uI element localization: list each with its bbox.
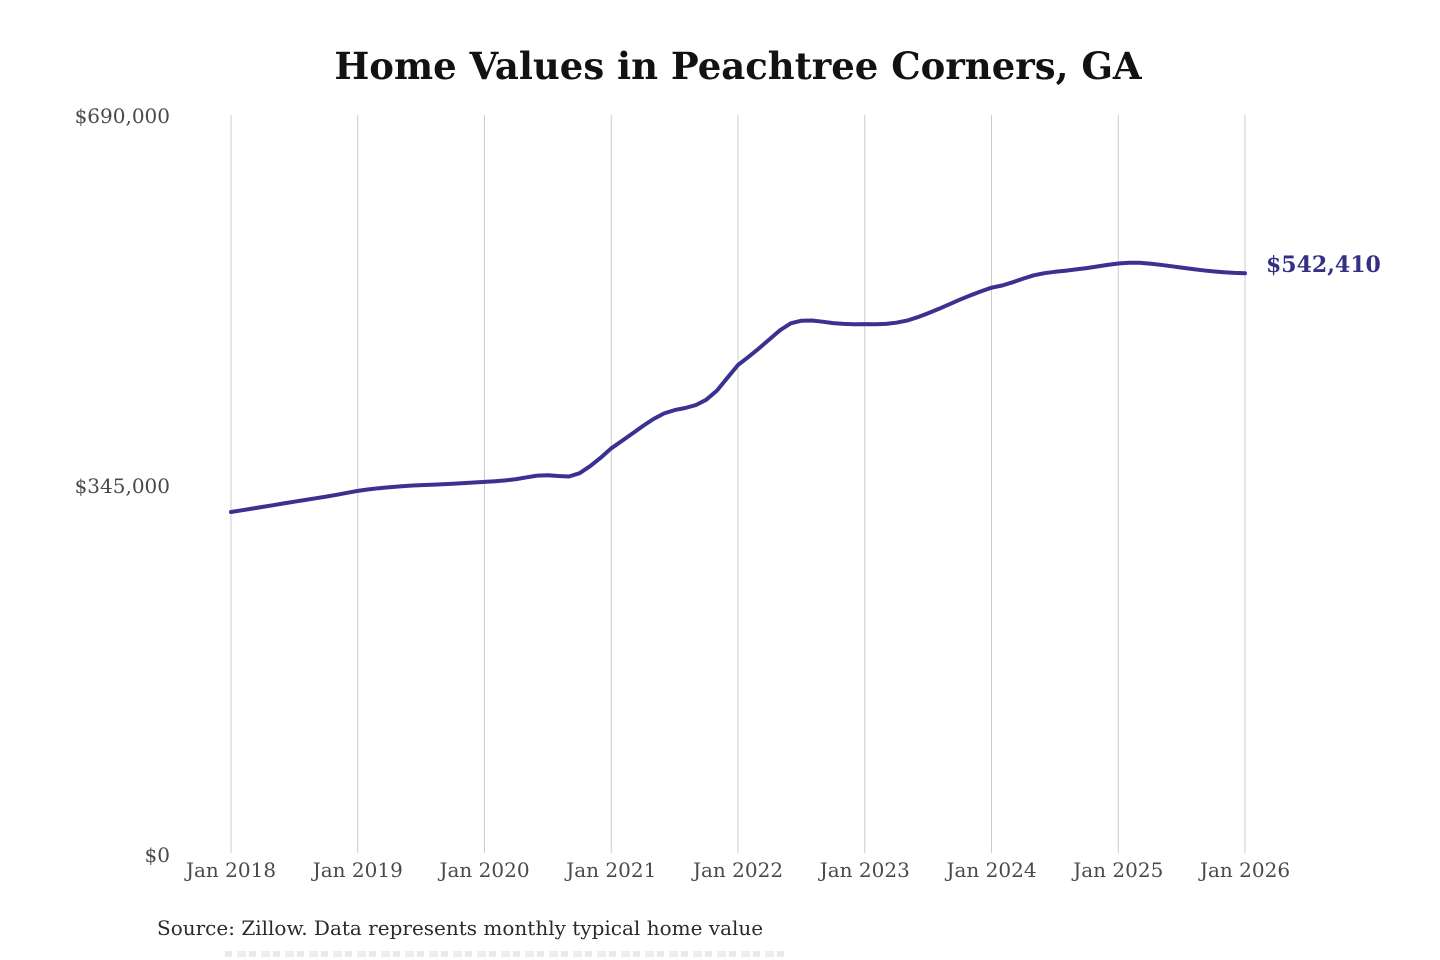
home-value-line-series	[229, 260, 1247, 514]
chart-title: Home Values in Peachtree Corners, GA	[334, 44, 1142, 88]
vertical-gridlines	[230, 115, 1246, 853]
x-axis-tick-jan-2019: Jan 2019	[312, 858, 403, 882]
x-axis-tick-jan-2020: Jan 2020	[439, 858, 530, 882]
y-axis-tick-345000: $345,000	[74, 474, 170, 498]
last-value-data-label: $542,410	[1266, 252, 1381, 278]
x-axis-tick-jan-2025: Jan 2025	[1073, 858, 1164, 882]
x-axis-tick-jan-2022: Jan 2022	[692, 858, 784, 882]
x-axis-tick-jan-2021: Jan 2021	[566, 858, 657, 882]
x-axis-tick-jan-2024: Jan 2024	[946, 858, 1037, 882]
y-axis-tick-0: $0	[144, 843, 170, 867]
cropped-footer-text-remnant	[225, 951, 785, 957]
x-axis-tick-jan-2026: Jan 2026	[1199, 858, 1291, 882]
y-axis-tick-690000: $690,000	[74, 104, 170, 128]
x-axis-tick-jan-2023: Jan 2023	[819, 858, 910, 882]
source-attribution: Source: Zillow. Data represents monthly …	[157, 916, 764, 940]
x-axis-tick-jan-2018: Jan 2018	[185, 858, 277, 882]
